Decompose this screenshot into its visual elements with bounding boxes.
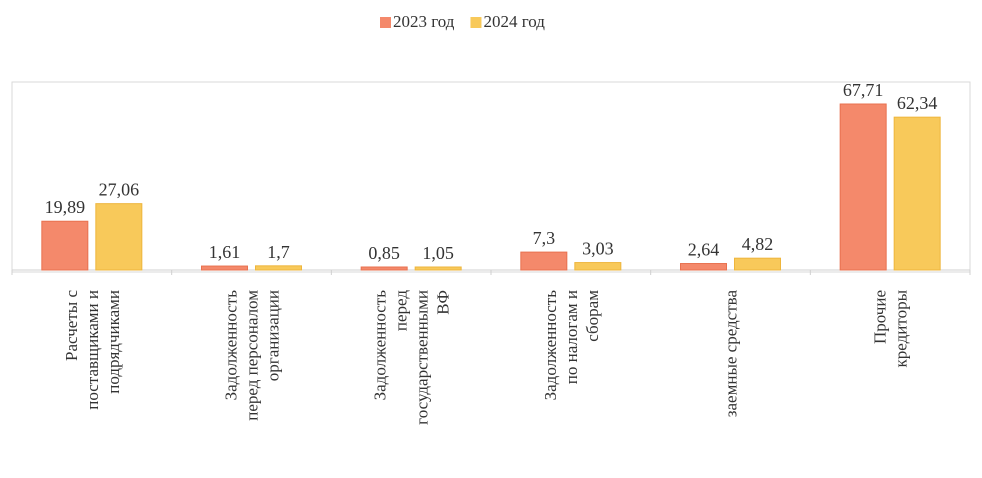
bar-2024-2 bbox=[414, 266, 462, 271]
data-label: 4,82 bbox=[742, 234, 774, 254]
category-label-line: кредиторы bbox=[892, 289, 911, 367]
bar-2024-4 bbox=[734, 257, 781, 271]
bar-2023-3 bbox=[520, 251, 568, 271]
bar-2023-2 bbox=[360, 266, 408, 271]
category-label-line: организации bbox=[264, 290, 283, 381]
bar-2023-4 bbox=[680, 263, 727, 271]
category-label-line: государственными bbox=[413, 290, 432, 425]
bar-2024-5 bbox=[893, 116, 941, 271]
category-label-line: перед bbox=[392, 290, 411, 331]
category-label-line: ВФ bbox=[434, 290, 453, 315]
plot-frame bbox=[11, 81, 971, 273]
data-label: 1,7 bbox=[267, 242, 290, 262]
bar-2023-0 bbox=[41, 220, 89, 271]
category-label-line: Задолженность bbox=[371, 290, 390, 401]
legend-label-0: 2023 год bbox=[393, 12, 455, 31]
data-label: 7,3 bbox=[533, 228, 556, 248]
data-label: 62,34 bbox=[897, 93, 938, 113]
category-label-line: перед персоналом bbox=[243, 290, 262, 421]
plot-area: 19,89 27,06 1,61 1,7 0,85 1,05 7,3 3,03 2,64 4,82… bbox=[11, 80, 971, 275]
category-label-line: поставщиками и bbox=[83, 290, 102, 410]
bar-2024-1 bbox=[255, 265, 302, 271]
category-label-3: Задолженность по налогам и сборам bbox=[541, 290, 602, 401]
category-label-4: заемные средства bbox=[722, 290, 741, 418]
legend-label-1: 2024 год bbox=[483, 12, 545, 31]
category-label-line: заемные средства bbox=[722, 290, 741, 418]
data-label: 1,05 bbox=[422, 243, 454, 263]
data-label: 3,03 bbox=[582, 239, 614, 259]
category-label-line: Задолженность bbox=[541, 290, 560, 401]
data-label: 67,71 bbox=[843, 80, 884, 100]
data-label: 27,06 bbox=[99, 180, 140, 200]
legend-swatch-0 bbox=[380, 17, 391, 28]
category-label-line: Расчеты с bbox=[62, 290, 81, 361]
category-labels: Расчеты с поставщиками и подрядчиками Задол… bbox=[62, 289, 911, 424]
bar-2024-0 bbox=[95, 203, 143, 271]
category-label-line: Прочие bbox=[871, 290, 890, 344]
category-label-line: Задолженность bbox=[222, 290, 241, 401]
category-label-line: подрядчиками bbox=[104, 290, 123, 394]
legend: 2023 год 2024 год bbox=[380, 12, 545, 31]
category-label-1: Задолженность перед персоналом организации bbox=[222, 290, 283, 421]
category-label-0: Расчеты с поставщиками и подрядчиками bbox=[62, 290, 123, 410]
category-label-line: по налогам и bbox=[562, 290, 581, 384]
bar-2023-5 bbox=[839, 103, 887, 271]
data-label: 19,89 bbox=[45, 197, 86, 217]
category-label-2: Задолженность перед государственными ВФ bbox=[371, 290, 453, 425]
bar-2024-3 bbox=[574, 262, 622, 271]
category-label-line: сборам bbox=[583, 290, 602, 342]
category-label-5: Прочие кредиторы bbox=[871, 289, 911, 367]
bar-2023-1 bbox=[201, 265, 248, 271]
data-label: 0,85 bbox=[368, 243, 400, 263]
legend-swatch-1 bbox=[470, 17, 482, 28]
data-label: 1,61 bbox=[209, 242, 241, 262]
data-label: 2,64 bbox=[688, 240, 720, 260]
